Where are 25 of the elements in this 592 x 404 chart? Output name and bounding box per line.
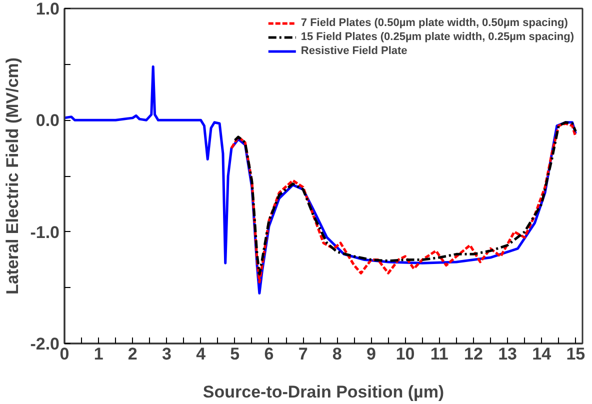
legend-label: Resistive Field Plate (300, 44, 408, 58)
x-tick-label: 3 (162, 344, 172, 364)
x-tick-label: 0 (60, 344, 70, 364)
x-tick-label: 15 (566, 344, 586, 364)
y-tick-label: 1.0 (36, 0, 60, 18)
x-tick-label: 5 (230, 344, 240, 364)
x-tick-label: 1 (94, 344, 104, 364)
x-tick-label: 10 (396, 344, 415, 364)
x-tick-label: 14 (532, 344, 552, 364)
legend-label: 15 Field Plates (0.25µm plate width, 0.25µm spacing) (300, 30, 574, 44)
y-tick-label: 0.0 (36, 111, 60, 130)
y-tick-label: -2.0 (30, 334, 60, 354)
y-tick-label: -1.0 (30, 222, 60, 242)
x-tick-label: 13 (498, 344, 517, 364)
x-tick-label: 9 (366, 344, 376, 364)
x-tick-label: 6 (264, 344, 274, 364)
x-tick-label: 12 (464, 344, 483, 364)
legend-label: 7 Field Plates (0.50µm plate width, 0.50µm spacing) (300, 16, 568, 30)
x-tick-label: 8 (332, 344, 342, 364)
x-tick-label: 7 (298, 344, 308, 364)
x-tick-label: 4 (196, 344, 206, 364)
x-axis-title: Source-to-Drain Position (µm) (202, 382, 444, 402)
y-axis-title: Lateral Electric Field (MV/cm) (3, 57, 22, 295)
x-tick-label: 2 (128, 344, 138, 364)
x-tick-label: 11 (430, 344, 448, 364)
